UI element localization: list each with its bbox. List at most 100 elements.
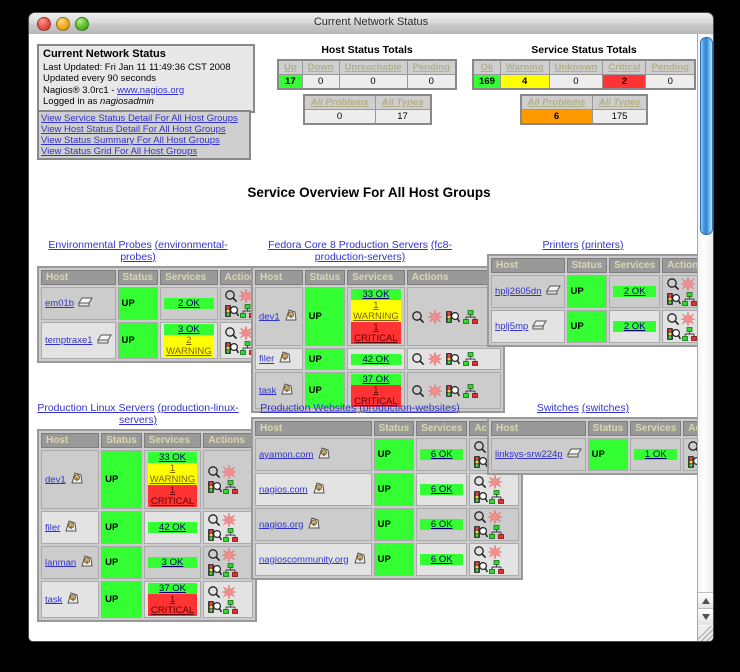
host-link[interactable]: linksys-srw224p (495, 449, 563, 461)
col-all-types[interactable]: All Types (374, 94, 432, 110)
fedora-icon[interactable] (65, 591, 81, 609)
service-count-link[interactable]: 2 OK (178, 298, 200, 309)
service-count-link[interactable]: 1 CRITICAL (354, 322, 398, 344)
network-tree-icon[interactable] (682, 292, 698, 306)
col-all-problems[interactable]: All Problems (520, 94, 593, 110)
service-count-ok[interactable]: 37 OK (147, 583, 198, 594)
trafficlight-icon[interactable] (666, 292, 682, 306)
fedora-icon[interactable] (316, 446, 332, 464)
service-count-link[interactable]: 2 OK (623, 321, 646, 332)
host-link[interactable]: filer (259, 353, 275, 365)
magnifier-icon[interactable] (207, 465, 221, 479)
service-count-crit[interactable]: 1 CRITICAL (147, 485, 198, 507)
host-up-count[interactable]: 17 (277, 74, 303, 90)
host-group-name-link[interactable]: Production Websites (260, 402, 357, 414)
host-link[interactable]: dev1 (259, 311, 280, 323)
window-titlebar[interactable]: Current Network Status (29, 13, 713, 35)
nagios-website-link[interactable]: www.nagios.org (117, 84, 185, 96)
service-ok-count[interactable]: 169 (472, 74, 501, 90)
link-host-status-detail[interactable]: View Host Status Detail For All Host Gro… (41, 124, 226, 135)
magnifier-icon[interactable] (473, 545, 487, 559)
service-count-link[interactable]: 37 OK (159, 583, 186, 594)
host-link[interactable]: hplj5mp (495, 321, 529, 333)
service-count-link[interactable]: 33 OK (362, 289, 390, 300)
probe-icon[interactable] (77, 295, 93, 312)
vertical-scrollbar[interactable] (697, 34, 713, 641)
starburst-icon[interactable] (238, 326, 253, 340)
trafficlight-icon[interactable] (473, 560, 489, 574)
network-tree-icon[interactable] (223, 563, 239, 577)
fedora-icon[interactable] (352, 551, 368, 569)
col-pending[interactable]: Pending (645, 59, 696, 75)
network-tree-icon[interactable] (489, 560, 505, 574)
service-count-link[interactable]: 1 OK (644, 449, 667, 460)
service-count-link[interactable]: 33 OK (159, 452, 186, 463)
host-group-name-link[interactable]: Printers (542, 239, 579, 251)
trafficlight-icon[interactable] (207, 528, 223, 542)
service-count-link[interactable]: 42 OK (362, 353, 390, 365)
service-count-ok[interactable]: 37 OK (351, 374, 401, 385)
magnifier-icon[interactable] (666, 312, 680, 326)
magnifier-icon[interactable] (207, 548, 221, 562)
host-link[interactable]: filer (45, 522, 61, 534)
service-count-ok[interactable]: 42 OK (147, 522, 198, 533)
service-critical-count[interactable]: 2 (602, 74, 647, 90)
network-tree-icon[interactable] (682, 327, 698, 341)
host-link[interactable]: nagios.com (259, 484, 308, 496)
fedora-icon[interactable] (311, 481, 327, 499)
col-critical[interactable]: Critical (602, 59, 647, 75)
service-count-ok[interactable]: 6 OK (420, 449, 464, 460)
starburst-icon[interactable] (488, 510, 503, 524)
fedora-icon[interactable] (69, 471, 85, 489)
magnifier-icon[interactable] (411, 352, 425, 366)
service-count-link[interactable]: 6 OK (430, 484, 453, 495)
trafficlight-icon[interactable] (445, 384, 460, 398)
network-tree-icon[interactable] (462, 309, 478, 324)
probe-icon[interactable] (96, 332, 112, 349)
magnifier-icon[interactable] (473, 510, 487, 524)
service-count-link[interactable]: 37 OK (362, 374, 390, 385)
trafficlight-icon[interactable] (473, 455, 489, 469)
trafficlight-icon[interactable] (224, 341, 239, 355)
host-group-name-link[interactable]: Production Linux Servers (37, 402, 155, 414)
service-count-ok[interactable]: 6 OK (420, 519, 464, 530)
network-tree-icon[interactable] (489, 490, 505, 504)
magnifier-icon[interactable] (411, 384, 425, 398)
scrollbar-thumb[interactable] (700, 37, 713, 235)
service-count-link[interactable]: 42 OK (159, 522, 186, 533)
col-ok[interactable]: Ok (472, 59, 501, 75)
col-down[interactable]: Down (301, 59, 340, 75)
col-all-problems[interactable]: All Problems (303, 94, 376, 110)
service-count-link[interactable]: 1 CRITICAL (150, 594, 195, 616)
magnifier-icon[interactable] (666, 277, 680, 291)
col-up[interactable]: Up (277, 59, 303, 75)
host-link[interactable]: dev1 (45, 474, 66, 486)
fedora-icon[interactable] (279, 382, 295, 400)
host-link[interactable]: em01b (45, 298, 75, 310)
network-tree-icon[interactable] (489, 525, 505, 539)
service-count-ok[interactable]: 33 OK (147, 452, 198, 463)
host-group-alias-link[interactable]: (printers) (581, 239, 624, 251)
magnifier-icon[interactable] (207, 513, 221, 527)
col-pending[interactable]: Pending (406, 59, 457, 75)
fedora-icon[interactable] (277, 350, 293, 368)
printer-icon[interactable] (531, 318, 548, 335)
scroll-down-button[interactable] (698, 608, 713, 625)
magnifier-icon[interactable] (207, 585, 221, 599)
host-link[interactable]: ayamon.com (259, 449, 314, 461)
host-group-name-link[interactable]: Fedora Core 8 Production Servers (268, 239, 428, 251)
host-group-alias-link[interactable]: (production-linux-servers) (119, 402, 239, 426)
service-count-link[interactable]: 6 OK (430, 449, 453, 460)
col-warning[interactable]: Warning (499, 59, 550, 75)
magnifier-icon[interactable] (224, 326, 238, 340)
service-count-link[interactable]: 6 OK (430, 554, 453, 565)
magnifier-icon[interactable] (473, 440, 487, 454)
service-count-ok[interactable]: 33 OK (351, 289, 401, 300)
close-button[interactable] (37, 17, 51, 31)
network-tree-icon[interactable] (223, 528, 239, 542)
service-count-ok[interactable]: 2 OK (164, 298, 214, 309)
link-status-summary[interactable]: View Status Summary For All Host Groups (41, 135, 220, 146)
service-count-crit[interactable]: 1 CRITICAL (147, 594, 198, 616)
service-count-ok[interactable]: 2 OK (613, 321, 657, 332)
starburst-icon[interactable] (427, 352, 442, 366)
